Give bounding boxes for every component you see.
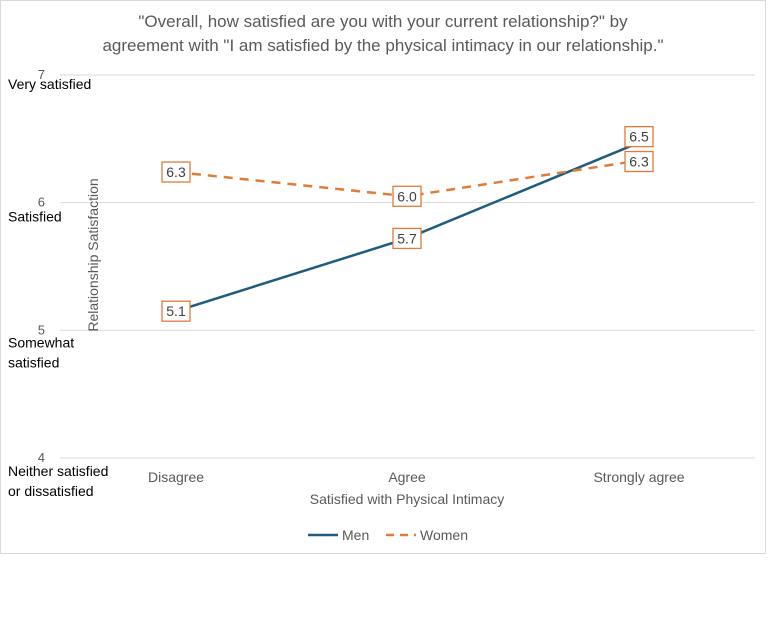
y-scale-label-4: Neither satisfied or dissatisfied bbox=[8, 463, 108, 499]
y-scale-label-line: Neither satisfied bbox=[8, 463, 108, 479]
y-scale-label-7: Very satisfied bbox=[8, 76, 91, 92]
data-label-women-box bbox=[392, 185, 422, 207]
y-scale-label-line: Satisfied bbox=[8, 209, 62, 225]
data-label-women-box bbox=[161, 161, 191, 183]
y-tick-4: 4 bbox=[38, 450, 45, 465]
y-scale-label-line: Very satisfied bbox=[8, 76, 91, 92]
y-axis-title: Relationship Satisfaction bbox=[85, 178, 101, 331]
data-label-men: 6.5 bbox=[629, 129, 649, 145]
series-line-men bbox=[175, 141, 640, 313]
y-tick-7: 7 bbox=[38, 67, 45, 82]
chart-title: "Overall, how satisfied are you with you… bbox=[0, 10, 766, 58]
series-lines bbox=[175, 141, 640, 313]
legend-label-women: Women bbox=[420, 527, 468, 543]
legend: Men Women bbox=[308, 527, 468, 543]
y-scale-label-line: satisfied bbox=[8, 354, 59, 370]
data-labels: 5.1 5.7 6.5 6.3 6.0 6.3 bbox=[161, 126, 654, 322]
chart-title-line-1: "Overall, how satisfied are you with you… bbox=[138, 12, 628, 31]
data-label-men-box bbox=[624, 126, 654, 148]
line-chart: 4 5 6 7 Very satisfied Satisfied Somewhat sati… bbox=[8, 67, 755, 543]
y-scale-label-line: or dissatisfied bbox=[8, 483, 94, 499]
data-label-women: 6.3 bbox=[629, 154, 649, 170]
x-category-label: Agree bbox=[388, 469, 426, 485]
y-tick-5: 5 bbox=[38, 322, 45, 337]
y-tick-labels: 4 5 6 7 bbox=[38, 67, 45, 465]
data-label-men: 5.7 bbox=[397, 230, 417, 246]
data-label-men-box bbox=[161, 300, 191, 322]
y-scale-labels: Very satisfied Satisfied Somewhat satisfied… bbox=[8, 76, 108, 499]
chart-frame bbox=[0, 0, 766, 554]
data-label-women-box bbox=[624, 150, 654, 173]
y-tick-6: 6 bbox=[38, 195, 45, 210]
chart-title-line-2: agreement with "I am satisfied by the ph… bbox=[102, 36, 664, 55]
y-scale-label-6: Satisfied bbox=[8, 209, 62, 225]
data-label-women: 6.3 bbox=[166, 164, 186, 180]
x-axis-title: Satisfied with Physical Intimacy bbox=[310, 491, 505, 507]
x-category-label: Disagree bbox=[148, 469, 204, 485]
legend-label-men: Men bbox=[342, 527, 369, 543]
x-category-labels: Disagree Agree Strongly agree bbox=[148, 469, 685, 485]
data-label-men: 5.1 bbox=[166, 303, 186, 319]
x-category-label: Strongly agree bbox=[593, 469, 684, 485]
data-label-men-box bbox=[392, 227, 422, 250]
y-scale-label-line: Somewhat bbox=[8, 334, 74, 350]
data-label-women: 6.0 bbox=[397, 188, 417, 204]
y-scale-label-5: Somewhat satisfied bbox=[8, 334, 74, 370]
